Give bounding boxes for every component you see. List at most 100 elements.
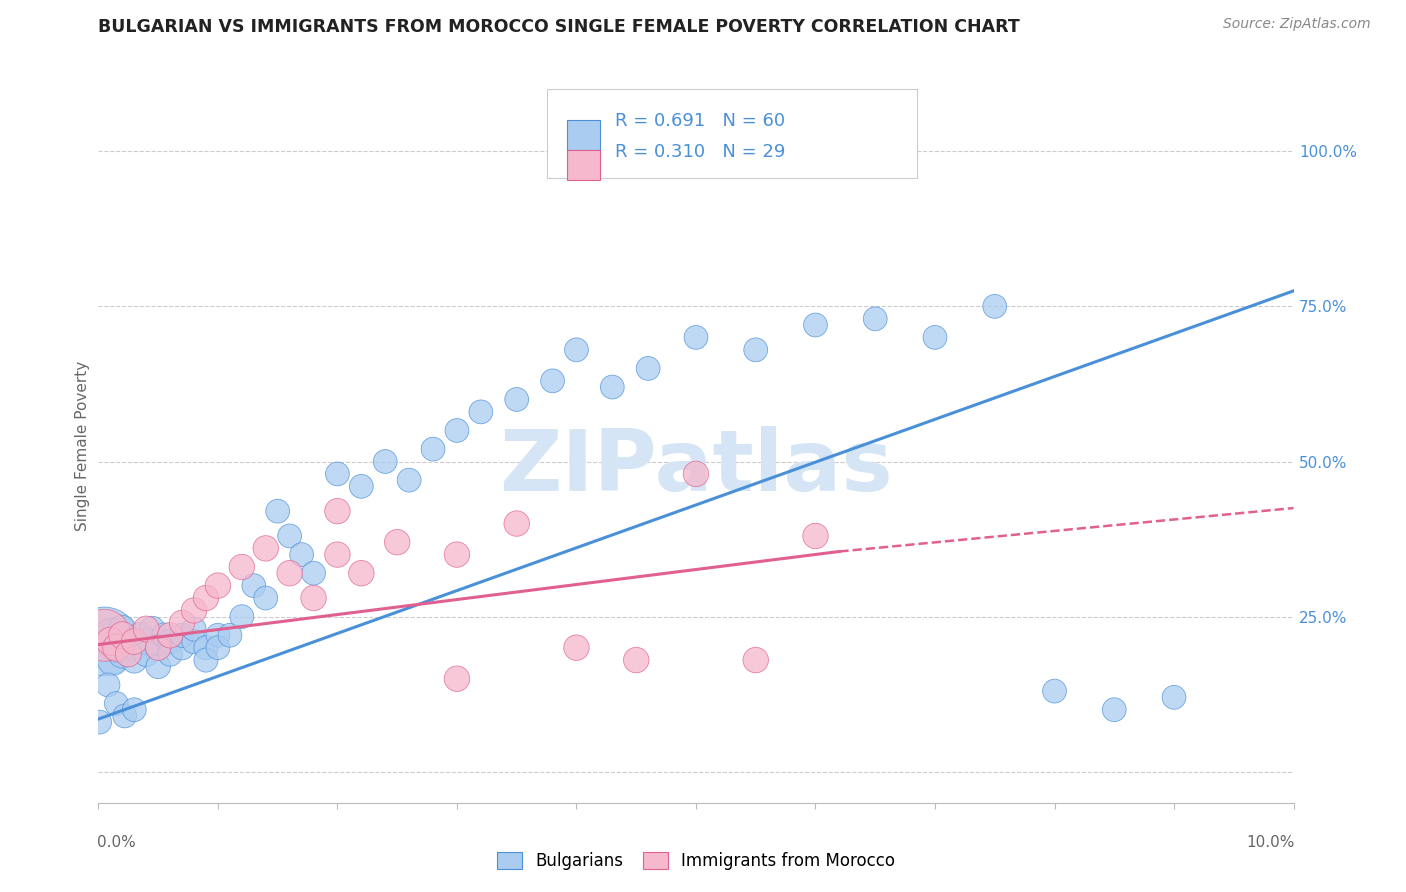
Point — [124, 703, 146, 717]
Point — [89, 715, 111, 730]
Point — [135, 634, 157, 648]
Point — [124, 640, 146, 655]
Point — [302, 591, 325, 605]
Point — [541, 374, 564, 388]
Point — [231, 560, 253, 574]
Point — [602, 380, 624, 394]
Point — [207, 579, 229, 593]
Point — [385, 535, 409, 549]
Legend: Bulgarians, Immigrants from Morocco: Bulgarians, Immigrants from Morocco — [489, 845, 903, 877]
Point — [302, 566, 325, 581]
Point — [243, 579, 266, 593]
Point — [745, 343, 768, 357]
Bar — [567, 120, 600, 151]
Point — [100, 628, 122, 642]
Point — [446, 424, 468, 438]
Point — [93, 628, 115, 642]
Text: 10.0%: 10.0% — [1246, 835, 1295, 850]
Point — [291, 548, 314, 562]
Point — [565, 640, 588, 655]
Text: 0.0%: 0.0% — [97, 835, 136, 850]
Point — [326, 548, 349, 562]
Point — [267, 504, 290, 518]
Point — [195, 640, 218, 655]
Text: Source: ZipAtlas.com: Source: ZipAtlas.com — [1223, 17, 1371, 31]
Point — [446, 548, 468, 562]
Point — [148, 659, 170, 673]
Point — [183, 622, 205, 636]
Point — [685, 330, 707, 344]
Point — [153, 628, 176, 642]
Point — [93, 634, 115, 648]
Y-axis label: Single Female Poverty: Single Female Poverty — [75, 361, 90, 531]
Point — [626, 653, 648, 667]
Point — [1043, 684, 1066, 698]
Point — [159, 628, 181, 642]
Point — [117, 634, 139, 648]
Point — [231, 609, 253, 624]
Point — [924, 330, 946, 344]
Text: ZIPatlas: ZIPatlas — [499, 425, 893, 509]
Point — [141, 622, 163, 636]
Point — [172, 628, 194, 642]
Point — [506, 392, 529, 407]
Text: R = 0.310   N = 29: R = 0.310 N = 29 — [614, 143, 785, 161]
Point — [804, 318, 827, 332]
Point — [124, 634, 146, 648]
Point — [326, 504, 349, 518]
Point — [350, 479, 373, 493]
Point — [350, 566, 373, 581]
Point — [207, 628, 229, 642]
Point — [374, 454, 396, 468]
Point — [117, 647, 139, 661]
Point — [159, 634, 181, 648]
Point — [129, 628, 152, 642]
Point — [183, 634, 205, 648]
Bar — [567, 150, 600, 180]
FancyBboxPatch shape — [547, 89, 917, 178]
Point — [105, 697, 128, 711]
Point — [804, 529, 827, 543]
Point — [637, 361, 659, 376]
Point — [398, 473, 420, 487]
Point — [172, 615, 194, 630]
Point — [101, 653, 124, 667]
Point — [97, 678, 120, 692]
Point — [326, 467, 349, 481]
Point — [865, 311, 887, 326]
Point — [506, 516, 529, 531]
Point — [685, 467, 707, 481]
Point — [148, 640, 170, 655]
Point — [207, 640, 229, 655]
Point — [254, 541, 277, 556]
Point — [470, 405, 492, 419]
Point — [135, 647, 157, 661]
Point — [565, 343, 588, 357]
Point — [111, 628, 134, 642]
Point — [183, 603, 205, 617]
Point — [124, 653, 146, 667]
Point — [446, 672, 468, 686]
Point — [159, 647, 181, 661]
Point — [422, 442, 444, 456]
Point — [135, 622, 157, 636]
Point — [105, 640, 128, 655]
Point — [984, 299, 1007, 313]
Point — [172, 640, 194, 655]
Point — [278, 529, 301, 543]
Point — [254, 591, 277, 605]
Point — [148, 640, 170, 655]
Point — [111, 622, 134, 636]
Point — [100, 634, 122, 648]
Point — [278, 566, 301, 581]
Point — [114, 709, 136, 723]
Point — [105, 640, 128, 655]
Point — [219, 628, 242, 642]
Text: BULGARIAN VS IMMIGRANTS FROM MOROCCO SINGLE FEMALE POVERTY CORRELATION CHART: BULGARIAN VS IMMIGRANTS FROM MOROCCO SIN… — [98, 18, 1021, 36]
Point — [1163, 690, 1185, 705]
Point — [1104, 703, 1126, 717]
Point — [111, 647, 134, 661]
Point — [195, 591, 218, 605]
Text: R = 0.691   N = 60: R = 0.691 N = 60 — [614, 112, 785, 130]
Point — [195, 653, 218, 667]
